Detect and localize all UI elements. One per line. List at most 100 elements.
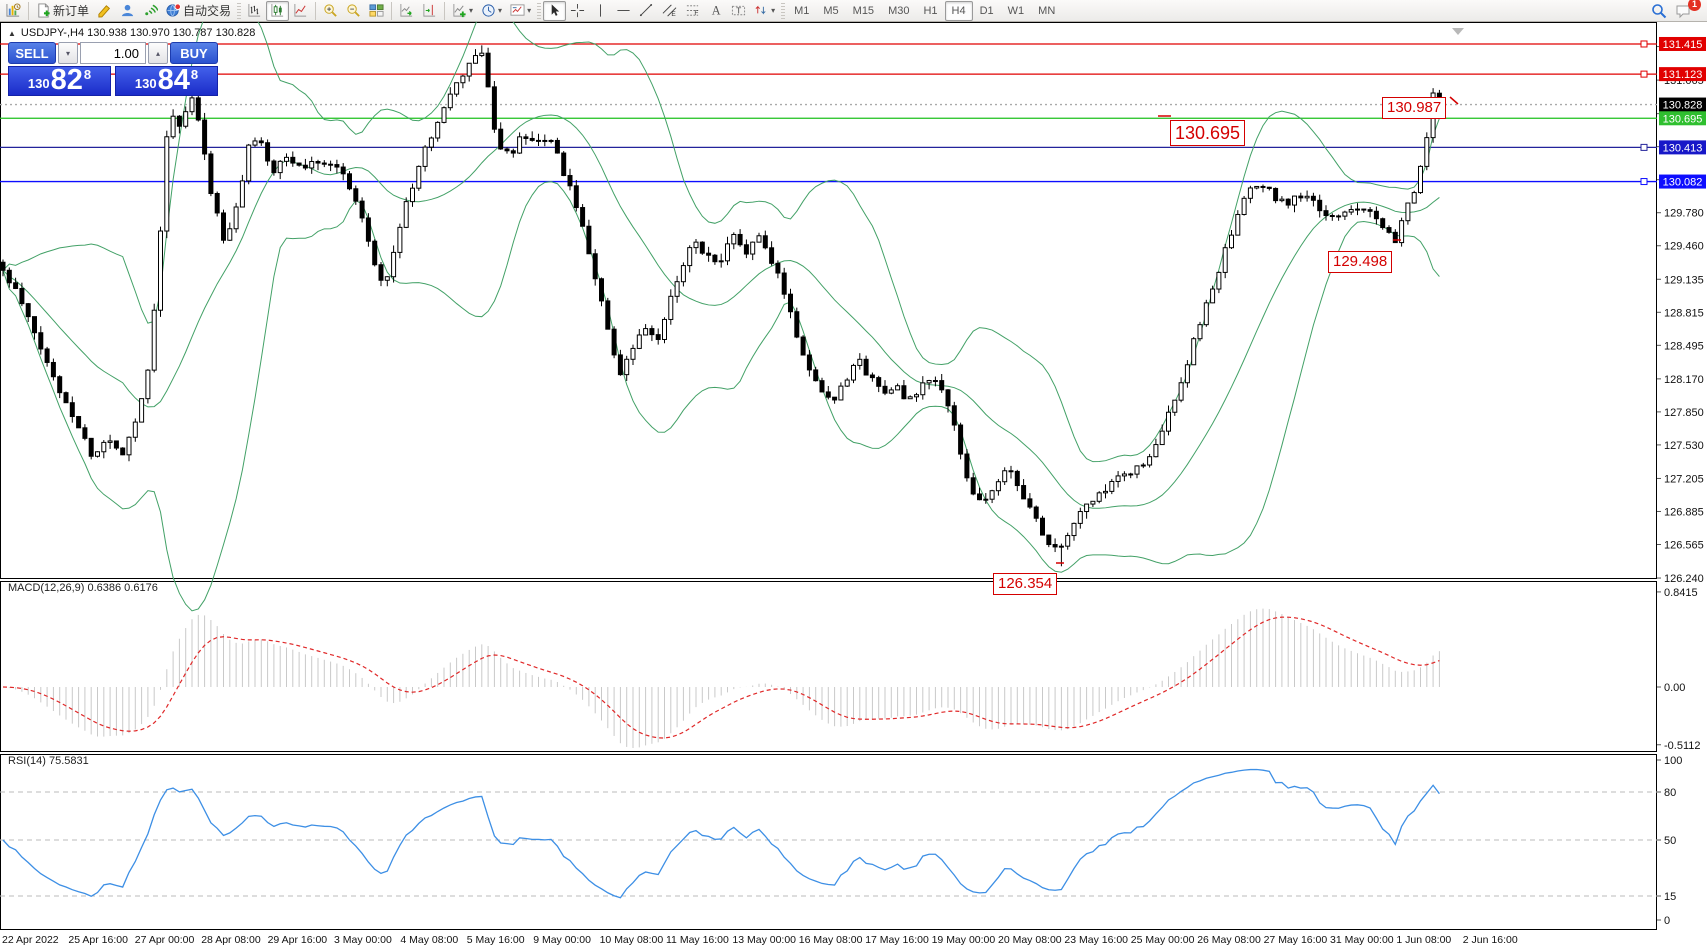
svg-text:128.815: 128.815	[1664, 307, 1704, 319]
text-tool-button[interactable]: A	[704, 1, 727, 21]
styler-button[interactable]	[93, 1, 116, 21]
search-button[interactable]	[1647, 1, 1671, 21]
zoom-out-button[interactable]	[342, 1, 365, 21]
chart-shift-icon	[423, 3, 436, 17]
templates-button[interactable]: ▾	[506, 1, 535, 21]
toolbar-grip	[237, 2, 242, 19]
tab-mn[interactable]: MN	[1031, 1, 1062, 21]
svg-text:16 May 08:00: 16 May 08:00	[799, 934, 863, 946]
crosshair-tool-button[interactable]	[566, 1, 589, 21]
line-chart-mode-button[interactable]	[289, 1, 312, 21]
svg-text:128.495: 128.495	[1664, 340, 1704, 352]
sell-price-display[interactable]: 130 82 8	[8, 66, 111, 96]
macd-indicator[interactable]	[2, 608, 1440, 748]
buy-price-big: 84	[157, 64, 190, 96]
tab-m1[interactable]: M1	[787, 1, 816, 21]
date-axis: 22 Apr 2022 25 Apr 16:00 27 Apr 00:00 28 Ap…	[2, 934, 1518, 946]
macd-axis: 0.8415 0.00 -0.5112	[1657, 587, 1701, 752]
price-callout[interactable]: 130.695	[1170, 120, 1246, 147]
svg-text:19 May 00:00: 19 May 00:00	[932, 934, 996, 946]
channel-tool-button[interactable]: E	[658, 1, 681, 21]
zoom-in-button[interactable]	[319, 1, 342, 21]
svg-text:128.170: 128.170	[1664, 374, 1704, 386]
svg-text:130.828: 130.828	[1663, 100, 1703, 112]
svg-text:131.123: 131.123	[1663, 69, 1703, 81]
volume-input[interactable]	[80, 42, 146, 64]
tab-m15[interactable]: M15	[846, 1, 881, 21]
volume-increase-button[interactable]: ▴	[148, 42, 168, 64]
chart-canvas[interactable]: 131.390131.065130.740130.420130.100129.7…	[0, 22, 1707, 946]
market-watch-button[interactable]	[2, 1, 25, 21]
svg-text:22 Apr 2022: 22 Apr 2022	[2, 934, 59, 946]
trendline-tool-button[interactable]	[635, 1, 658, 21]
bar-chart-icon	[248, 3, 261, 17]
symbol-info: ▲ USDJPY-,H4 130.938 130.970 130.787 130…	[8, 27, 255, 39]
svg-text:15: 15	[1664, 891, 1676, 903]
horizontal-line-tool-button[interactable]	[612, 1, 635, 21]
svg-text:25 Apr 16:00: 25 Apr 16:00	[68, 934, 128, 946]
arrows-tool-button[interactable]: ▾	[750, 1, 779, 21]
tab-h4[interactable]: H4	[944, 0, 973, 21]
svg-text:131.415: 131.415	[1663, 39, 1703, 51]
sell-price-big: 82	[50, 64, 83, 96]
chart-window[interactable]: 131.390131.065130.740130.420130.100129.7…	[0, 22, 1707, 946]
cursor-icon	[551, 4, 560, 16]
rsi-indicator[interactable]	[0, 768, 1657, 899]
candlesticks[interactable]	[0, 45, 1442, 567]
autotrading-button[interactable]: 自动交易	[162, 1, 235, 21]
auto-scroll-button[interactable]	[395, 1, 418, 21]
price-callout[interactable]: 126.354	[993, 573, 1058, 596]
signal-button[interactable]	[139, 1, 162, 21]
rsi-axis: 100 80 50 15 0	[1657, 755, 1682, 927]
sell-price-sup: 8	[83, 67, 92, 82]
templates-icon	[510, 4, 525, 16]
label-tool-button[interactable]: T	[727, 1, 750, 21]
profile-button[interactable]	[116, 1, 139, 21]
svg-text:20 May 08:00: 20 May 08:00	[998, 934, 1062, 946]
tab-w1[interactable]: W1	[1001, 1, 1032, 21]
price-callout[interactable]: 130.987	[1382, 97, 1447, 120]
price-level-lines[interactable]	[0, 40, 1657, 186]
tab-h1[interactable]: H1	[916, 1, 944, 21]
svg-text:129.135: 129.135	[1664, 274, 1704, 286]
indicators-button[interactable]: ▾	[448, 1, 477, 21]
cursor-tool-button[interactable]	[543, 0, 567, 21]
dropdown-caret-icon: ▾	[771, 5, 776, 15]
line-chart-icon	[294, 3, 307, 17]
auto-scroll-icon	[400, 3, 413, 17]
chart-shift-button[interactable]	[418, 1, 441, 21]
buy-button[interactable]: BUY	[170, 42, 218, 64]
buy-price-prefix: 130	[134, 76, 157, 91]
chat-notification-badge[interactable]: 1	[1688, 0, 1701, 11]
vertical-line-icon	[600, 4, 602, 17]
buy-price-sup: 8	[190, 67, 199, 82]
tab-m5[interactable]: M5	[816, 1, 845, 21]
svg-text:129.780: 129.780	[1664, 208, 1704, 220]
buy-price-display[interactable]: 130 84 8	[115, 66, 218, 96]
candlestick-mode-button[interactable]	[266, 0, 290, 21]
tab-d1[interactable]: D1	[973, 1, 1001, 21]
new-order-button[interactable]: 新订单	[32, 1, 93, 21]
collapse-panel-icon[interactable]: ▲	[8, 28, 16, 38]
bar-chart-mode-button[interactable]	[243, 1, 266, 21]
svg-text:126.240: 126.240	[1664, 573, 1704, 585]
toolbar-grip	[781, 2, 786, 19]
search-icon	[1652, 3, 1667, 18]
toolbar-separator	[444, 1, 446, 20]
main-toolbar: 新订单 自动交易 ▾ ▾	[0, 0, 1707, 22]
svg-text:F: F	[694, 10, 698, 17]
tile-windows-button[interactable]	[365, 1, 388, 21]
price-callout[interactable]: 129.498	[1328, 251, 1393, 274]
volume-decrease-button[interactable]: ▾	[58, 42, 78, 64]
tab-m30[interactable]: M30	[881, 1, 916, 21]
sell-button[interactable]: SELL	[8, 42, 56, 64]
svg-text:-0.5112: -0.5112	[1664, 740, 1701, 752]
fibonacci-tool-button[interactable]: F	[681, 1, 704, 21]
chart-shift-marker[interactable]	[1452, 28, 1464, 35]
svg-text:28 Apr 08:00: 28 Apr 08:00	[201, 934, 261, 946]
profile-icon	[121, 4, 134, 17]
svg-text:3 May 00:00: 3 May 00:00	[334, 934, 392, 946]
vertical-line-tool-button[interactable]	[589, 1, 612, 21]
periods-button[interactable]: ▾	[477, 1, 506, 21]
svg-text:130.695: 130.695	[1663, 113, 1703, 125]
